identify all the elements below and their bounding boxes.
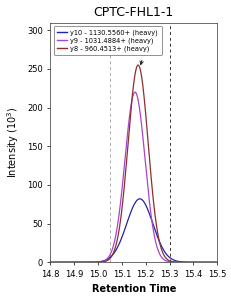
Y-axis label: Intensity (10$^3$): Intensity (10$^3$): [6, 107, 21, 178]
Title: CPTC-FHL1-1: CPTC-FHL1-1: [93, 6, 173, 19]
X-axis label: Retention Time: Retention Time: [91, 284, 175, 294]
Text: 15.2: 15.2: [135, 46, 153, 64]
Legend: y10 - 1130.5560+ (heavy), y9 - 1031.4884+ (heavy), y8 - 960.4513+ (heavy): y10 - 1130.5560+ (heavy), y9 - 1031.4884…: [54, 26, 161, 55]
